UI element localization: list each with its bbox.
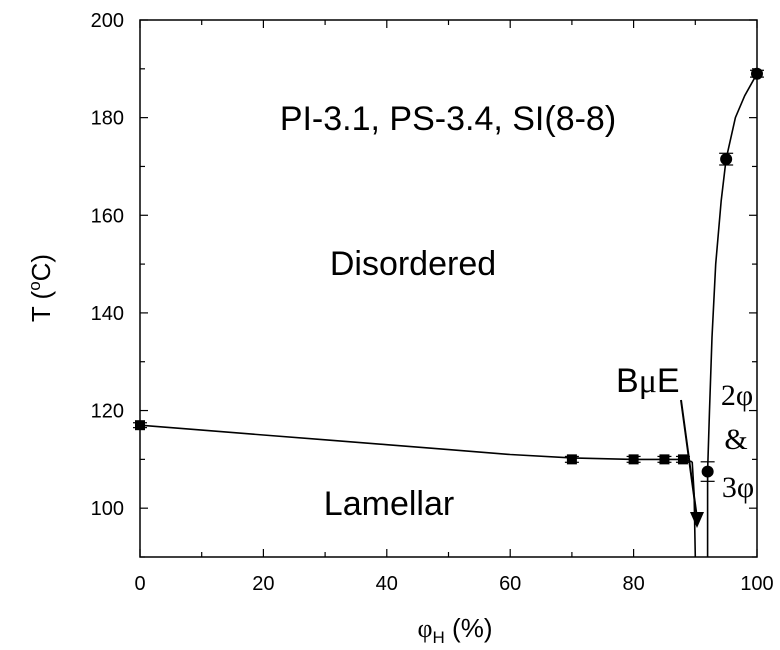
two-phase-label: 2φ [721, 379, 753, 412]
curve-right-boundary [706, 73, 758, 557]
data-point-square [135, 420, 145, 431]
x-axis-symbol: φ [418, 614, 433, 643]
y-tick-label: 140 [91, 303, 124, 325]
data-point-square [659, 454, 670, 465]
bue-arrow-line [680, 399, 698, 519]
chart-title-annotation: PI-3.1, PS-3.4, SI(8-8) [280, 100, 616, 138]
x-tick-label: 100 [740, 573, 773, 595]
y-tick-label: 180 [91, 108, 124, 130]
axis-ticks [139, 19, 758, 558]
data-point-square [566, 454, 577, 465]
x-tick-label: 0 [134, 573, 145, 595]
bue-b: B [616, 362, 639, 400]
bue-mu: μ [639, 363, 657, 400]
x-tick-label: 20 [252, 573, 274, 595]
bicontinuous-microemulsion-label: BμE [616, 362, 680, 400]
y-tick-label: 160 [91, 205, 124, 227]
three-phase-label: 3φ [722, 471, 754, 504]
axis-tick-labels: 0 20 40 60 80 100 100 120 140 160 180 200 [91, 10, 774, 595]
data-point-circle [701, 465, 714, 478]
x-axis-title: φH (%) [418, 613, 493, 647]
y-tick-label: 200 [91, 10, 124, 32]
y-tick-label: 120 [91, 401, 124, 423]
y-axis-superscript: o [25, 281, 44, 290]
y-tick-label: 100 [91, 498, 124, 520]
x-axis-unit: (%) [445, 613, 493, 643]
y-axis-title: T (oC) [25, 254, 56, 322]
data-point-circle [751, 67, 763, 80]
x-axis-subscript: H [433, 628, 445, 647]
data-points [133, 67, 764, 482]
data-point-square [677, 454, 688, 465]
bue-arrow-head [690, 512, 704, 528]
y-axis-unit: C) [26, 254, 56, 281]
curve-order-disorder [139, 424, 693, 463]
x-tick-label: 80 [622, 573, 644, 595]
x-tick-label: 40 [376, 573, 398, 595]
data-point-circle [720, 153, 733, 166]
y-axis-symbol: T ( [26, 290, 56, 322]
ampersand-label: & [724, 423, 747, 456]
x-tick-label: 60 [499, 573, 521, 595]
disordered-region-label: Disordered [330, 245, 496, 283]
bue-e: E [657, 362, 680, 400]
data-point-square [628, 454, 639, 465]
lamellar-region-label: Lamellar [324, 485, 454, 523]
